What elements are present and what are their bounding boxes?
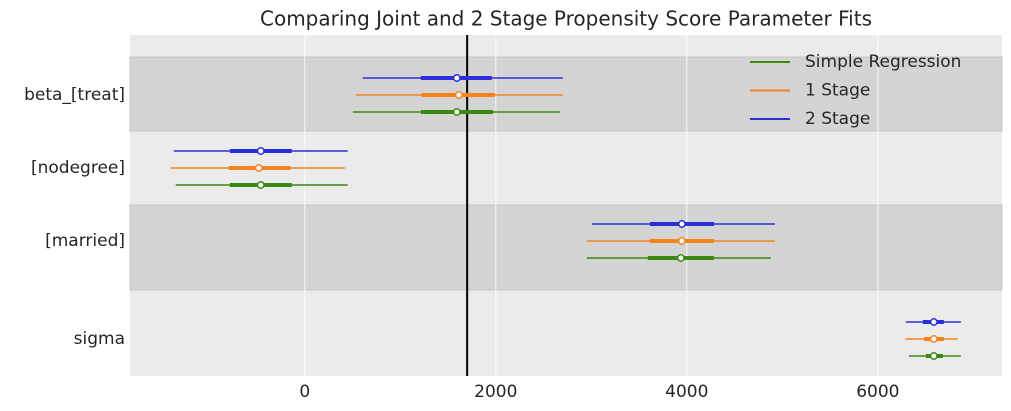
y-tick-label: sigma <box>74 329 125 349</box>
y-tick-label: [married] <box>45 231 125 251</box>
point-estimate <box>929 318 938 326</box>
point-estimate <box>254 164 263 172</box>
y-tick-label: [nodegree] <box>31 158 125 178</box>
x-tick-label: 0 <box>299 382 310 402</box>
point-estimate <box>256 147 265 155</box>
point-estimate <box>929 335 938 343</box>
point-estimate <box>256 181 265 189</box>
point-estimate <box>677 220 686 228</box>
x-tick-label: 6000 <box>856 382 899 402</box>
legend-label: Simple Regression <box>805 52 961 72</box>
point-estimate <box>676 254 685 262</box>
row-band <box>129 56 1003 132</box>
row-band <box>129 204 1003 291</box>
y-tick-label: beta_[treat] <box>24 85 125 105</box>
point-estimate <box>452 108 461 116</box>
legend-label: 1 Stage <box>805 81 870 101</box>
point-estimate <box>452 74 461 82</box>
legend-label: 2 Stage <box>805 109 870 129</box>
point-estimate <box>929 352 938 360</box>
chart-title: Comparing Joint and 2 Stage Propensity S… <box>260 7 872 31</box>
point-estimate <box>454 91 463 99</box>
x-tick-label: 4000 <box>665 382 708 402</box>
x-tick-label: 2000 <box>474 382 517 402</box>
point-estimate <box>677 237 686 245</box>
